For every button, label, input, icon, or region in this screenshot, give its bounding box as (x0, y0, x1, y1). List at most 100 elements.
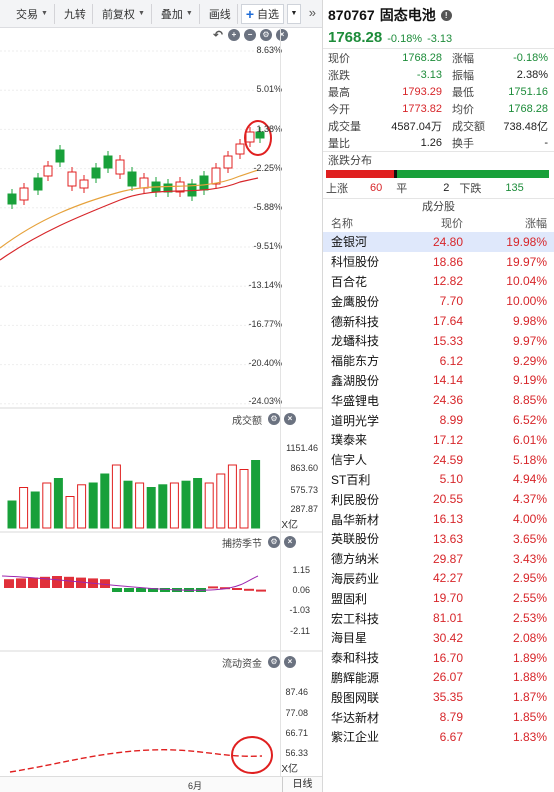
trade-menu[interactable]: 交易 ▼ (10, 3, 55, 24)
component-name: 德新科技 (331, 314, 380, 329)
component-price: 29.87 (432, 551, 463, 566)
component-name: 晶华新材 (331, 512, 380, 527)
draw-line-button[interactable]: 画线 (203, 3, 238, 24)
col-change[interactable]: 涨幅 (525, 218, 547, 230)
season-bar (124, 588, 134, 592)
table-row[interactable]: 华达新材 8.79 1.85% (323, 707, 554, 727)
volume-bar (251, 460, 261, 529)
add-watchlist-button[interactable]: + 自选 (240, 3, 284, 24)
distribution-counts: 上涨 60 平 2 下跌 135 (323, 178, 554, 195)
highlight-circle (244, 120, 272, 156)
col-price[interactable]: 现价 (441, 218, 463, 230)
component-change: 1.89% (512, 650, 547, 665)
table-row[interactable]: 泰和科技 16.70 1.89% (323, 648, 554, 668)
component-change: 2.08% (512, 630, 547, 645)
candle-body (175, 181, 185, 193)
expand-more-icon[interactable]: » (308, 5, 316, 20)
component-name: 华达新材 (331, 710, 380, 725)
table-row[interactable]: 华盛锂电 24.36 8.85% (323, 390, 554, 410)
month-label: 6月 (188, 781, 203, 791)
chart-area[interactable]: ↶ + − ⚙ × 8.63% 5.01% 1.38% -2.25% -5.88… (0, 28, 322, 792)
close-icon[interactable]: × (284, 536, 296, 548)
volume-bar (77, 484, 87, 529)
component-price: 16.70 (432, 650, 463, 665)
y-label: -2.25% (253, 163, 282, 173)
candle-body (33, 177, 43, 191)
add-watchlist-label: 自选 (257, 8, 279, 21)
zoom-in-icon[interactable]: + (228, 29, 240, 41)
volume-bar (227, 464, 237, 529)
close-icon[interactable]: × (276, 29, 288, 41)
stat-row: 涨跌 -3.13 振幅 2.38% (323, 66, 554, 83)
table-row[interactable]: 道明光学 8.99 6.52% (323, 410, 554, 430)
table-row[interactable]: 金银河 24.80 19.98% (323, 232, 554, 252)
axis-divider (280, 28, 281, 776)
distribution-up-fill (326, 170, 394, 178)
info-icon[interactable]: ! (440, 9, 452, 21)
col-name[interactable]: 名称 (331, 218, 353, 230)
table-row[interactable]: 利民股份 20.55 4.37% (323, 489, 554, 509)
candle-body (67, 171, 77, 187)
settings-icon[interactable]: ⚙ (268, 413, 280, 425)
component-change: 4.94% (512, 472, 547, 487)
table-row[interactable]: ST百利 5.10 4.94% (323, 470, 554, 490)
chevron-down-icon: ▼ (290, 10, 298, 17)
table-row[interactable]: 龙蟠科技 15.33 9.97% (323, 331, 554, 351)
candle-body (55, 149, 65, 163)
stat-row: 成交量 4587.04万 成交额 738.48亿 (323, 117, 554, 134)
table-row[interactable]: 璞泰来 17.12 6.01% (323, 430, 554, 450)
table-row[interactable]: 海辰药业 42.27 2.95% (323, 569, 554, 589)
table-row[interactable]: 盟固利 19.70 2.55% (323, 588, 554, 608)
component-name: 科恒股份 (331, 255, 380, 270)
stock-header: 870767 固态电池 ! 1768.28 -0.18% -3.13 (323, 0, 554, 48)
component-name: 紫江企业 (331, 730, 380, 745)
nine-turn-label: 九转 (63, 8, 86, 21)
zoom-out-icon[interactable]: − (244, 29, 256, 41)
chart-toolbar: 交易 ▼ 九转 前复权 ▼ 叠加 ▼ 画线 + 自选 ▼ » (0, 0, 322, 28)
table-row[interactable]: 鑫湖股份 14.14 9.19% (323, 371, 554, 391)
table-row[interactable]: 金鹰股份 7.70 10.00% (323, 291, 554, 311)
period-selector[interactable]: 日线 (282, 777, 322, 792)
component-change: 1.83% (512, 729, 547, 744)
table-row[interactable]: 殷图网联 35.35 1.87% (323, 687, 554, 707)
stat-value: -0.18% (513, 51, 548, 64)
table-row[interactable]: 科恒股份 18.86 19.97% (323, 252, 554, 272)
volume-bar (42, 482, 52, 529)
stat-value: 2.38% (516, 68, 548, 81)
settings-icon[interactable]: ⚙ (260, 29, 272, 41)
table-row[interactable]: 鹏辉能源 26.07 1.88% (323, 668, 554, 688)
y-label: -9.51% (253, 241, 282, 251)
component-change: 9.97% (512, 333, 547, 348)
volume-bar (65, 496, 75, 529)
table-row[interactable]: 紫江企业 6.67 1.83% (323, 727, 554, 747)
season-pane-title: 捕捞季节 (222, 539, 262, 550)
settings-icon[interactable]: ⚙ (268, 536, 280, 548)
nine-turn-button[interactable]: 九转 (58, 3, 93, 24)
component-change: 2.55% (512, 591, 547, 606)
table-row[interactable]: 德新科技 17.64 9.98% (323, 311, 554, 331)
undo-icon[interactable]: ↶ (212, 28, 224, 42)
table-row[interactable]: 宏工科技 81.01 2.53% (323, 608, 554, 628)
table-row[interactable]: 福能东方 6.12 9.29% (323, 351, 554, 371)
flow-line (9, 749, 263, 773)
table-row[interactable]: 德方纳米 29.87 3.43% (323, 549, 554, 569)
flat-count: 2 (443, 181, 450, 194)
close-icon[interactable]: × (284, 413, 296, 425)
adjust-menu[interactable]: 前复权 ▼ (96, 3, 152, 24)
table-row[interactable]: 信宇人 24.59 5.18% (323, 450, 554, 470)
table-row[interactable]: 海目星 30.42 2.08% (323, 628, 554, 648)
component-price: 7.70 (439, 294, 463, 309)
settings-icon[interactable]: ⚙ (268, 656, 280, 668)
close-icon[interactable]: × (284, 656, 296, 668)
table-row[interactable]: 英联股份 13.63 3.65% (323, 529, 554, 549)
stat-row: 现价 1768.28 涨幅 -0.18% (323, 49, 554, 66)
components-list: 金银河 24.80 19.98% 科恒股份 18.86 19.97% 百合花 12.82 10.… (323, 232, 554, 747)
watchlist-dropdown[interactable]: ▼ (287, 3, 301, 24)
table-row[interactable]: 晶华新材 16.13 4.00% (323, 509, 554, 529)
table-row[interactable]: 百合花 12.82 10.04% (323, 272, 554, 292)
highlight-circle (231, 736, 273, 774)
overlay-menu[interactable]: 叠加 ▼ (155, 3, 200, 24)
stock-code: 870767 (328, 7, 375, 23)
volume-bar (88, 482, 98, 529)
volume-bar (123, 480, 133, 529)
